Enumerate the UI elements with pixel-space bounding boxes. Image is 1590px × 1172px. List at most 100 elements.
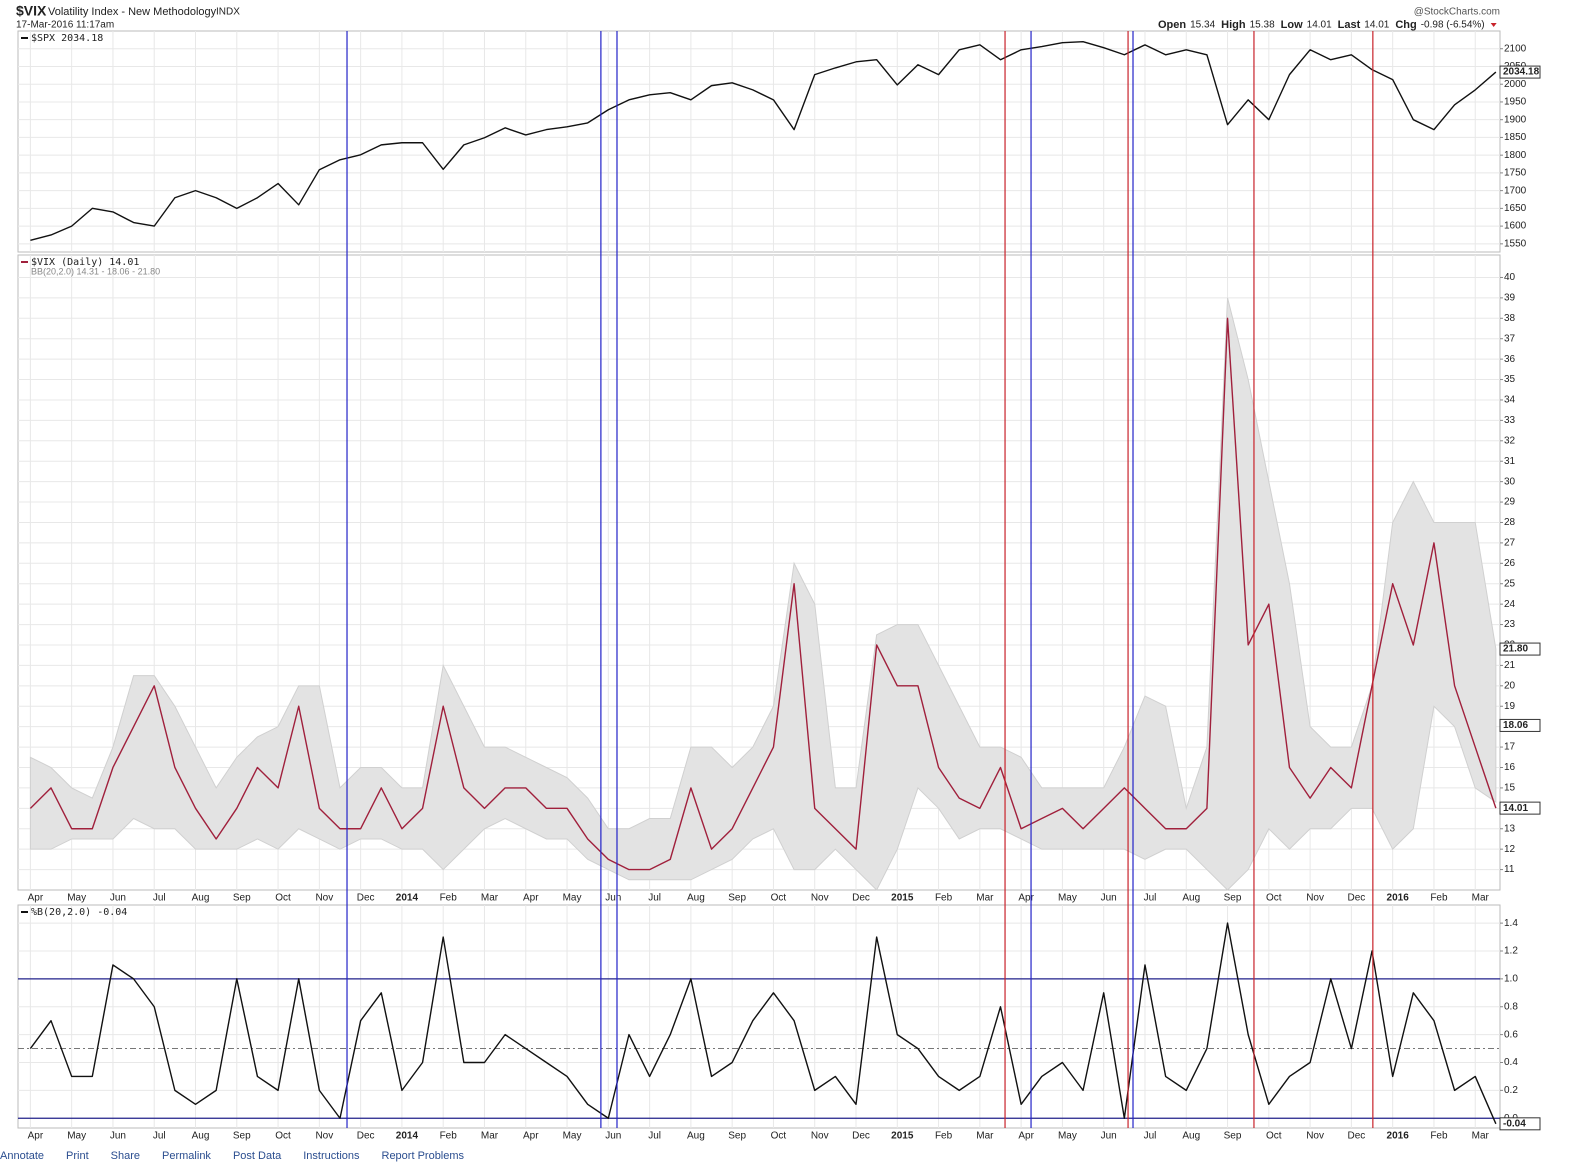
y-tick-label: 1550 bbox=[1504, 238, 1527, 249]
series-line bbox=[30, 40, 1497, 241]
y-tick-label: 21 bbox=[1504, 660, 1516, 671]
toolbar: Annotate Print Share Permalink Post Data Inst… bbox=[0, 1150, 1590, 1172]
panel-frame bbox=[17, 904, 1501, 1129]
x-tick-label: Sep bbox=[233, 1131, 251, 1142]
y-tick-label: 13 bbox=[1504, 823, 1516, 834]
x-tick-label: Apr bbox=[28, 893, 44, 904]
x-tick-label: Sep bbox=[233, 893, 251, 904]
x-tick-label: Dec bbox=[357, 893, 375, 904]
y-tick-label: 26 bbox=[1504, 558, 1516, 569]
x-tick-label: Sep bbox=[1224, 1131, 1242, 1142]
last-value-label: 18.06 bbox=[1503, 720, 1528, 731]
y-tick-label: 24 bbox=[1504, 599, 1516, 610]
quote-value: -0.98 (-6.54%) bbox=[1421, 20, 1485, 31]
x-tick-label: Dec bbox=[852, 1131, 870, 1142]
y-tick-label: 31 bbox=[1504, 456, 1516, 467]
y-tick-label: 0.2 bbox=[1504, 1085, 1518, 1096]
x-tick-label: Mar bbox=[1472, 893, 1490, 904]
y-tick-label: 33 bbox=[1504, 415, 1516, 426]
x-tick-label: Jun bbox=[605, 1131, 621, 1142]
x-tick-label: Jul bbox=[648, 1131, 661, 1142]
x-tick-label: Aug bbox=[687, 1131, 705, 1142]
x-tick-label: Jul bbox=[153, 893, 166, 904]
y-tick-label: 30 bbox=[1504, 476, 1516, 487]
quote-label: Open bbox=[1158, 19, 1186, 31]
y-tick-label: 29 bbox=[1504, 497, 1516, 508]
y-tick-label: 1950 bbox=[1504, 97, 1527, 108]
x-tick-label: Dec bbox=[852, 893, 870, 904]
x-tick-label: Jun bbox=[1101, 1131, 1117, 1142]
toolbar-button[interactable]: Report Problems bbox=[381, 1150, 465, 1162]
x-tick-label: Mar bbox=[976, 1131, 994, 1142]
y-tick-label: 35 bbox=[1504, 374, 1516, 385]
x-tick-label: Nov bbox=[811, 1131, 829, 1142]
y-tick-label: 16 bbox=[1504, 762, 1516, 773]
y-tick-label: 37 bbox=[1504, 333, 1516, 344]
y-tick-label: 1.2 bbox=[1504, 946, 1518, 957]
y-tick-label: 1.0 bbox=[1504, 974, 1518, 985]
x-tick-label: Sep bbox=[728, 1131, 746, 1142]
x-tick-label: Mar bbox=[481, 893, 499, 904]
quote-value: 14.01 bbox=[1307, 20, 1332, 31]
x-tick-label: Apr bbox=[28, 1131, 44, 1142]
x-tick-label: May bbox=[67, 1131, 86, 1142]
x-tick-label: Jul bbox=[648, 893, 661, 904]
toolbar-button[interactable]: Post Data bbox=[232, 1150, 282, 1162]
last-value-label: 21.80 bbox=[1503, 644, 1528, 655]
x-tick-label: Apr bbox=[1018, 1131, 1034, 1142]
y-tick-label: 12 bbox=[1504, 844, 1516, 855]
x-tick-label: Dec bbox=[357, 1131, 375, 1142]
y-tick-label: 25 bbox=[1504, 578, 1516, 589]
last-value-box bbox=[1499, 642, 1541, 656]
y-tick-label: 2100 bbox=[1504, 43, 1527, 54]
y-tick-label: 11 bbox=[1504, 864, 1515, 875]
toolbar-button[interactable]: Annotate bbox=[0, 1150, 45, 1162]
y-tick-label: 1900 bbox=[1504, 114, 1527, 125]
y-tick-label: 23 bbox=[1504, 619, 1516, 630]
toolbar-button[interactable]: Instructions bbox=[303, 1150, 360, 1162]
y-tick-label: 28 bbox=[1504, 517, 1516, 528]
x-tick-label: Feb bbox=[440, 893, 458, 904]
x-tick-label: 2014 bbox=[396, 1131, 419, 1142]
series-line bbox=[29, 317, 1497, 871]
y-tick-label: 0.4 bbox=[1504, 1057, 1518, 1068]
quote-label: Chg bbox=[1395, 19, 1416, 31]
x-tick-label: Oct bbox=[275, 1131, 291, 1142]
quote-value: 14.01 bbox=[1364, 20, 1389, 31]
legend-subtitle: BB(20,2.0) 14.31 - 18.06 - 21.80 bbox=[31, 266, 160, 276]
y-tick-label: 32 bbox=[1504, 435, 1516, 446]
last-value-box bbox=[1499, 65, 1541, 79]
toolbar-button[interactable]: Share bbox=[110, 1150, 141, 1162]
x-tick-label: Mar bbox=[481, 1131, 499, 1142]
legend-title: $VIX (Daily) 14.01 bbox=[31, 257, 139, 268]
x-tick-label: Nov bbox=[315, 1131, 333, 1142]
quote-label: High bbox=[1221, 19, 1246, 31]
last-value-label: 14.01 bbox=[1503, 803, 1528, 814]
x-tick-label: Aug bbox=[192, 893, 210, 904]
x-tick-label: 2014 bbox=[396, 893, 419, 904]
y-tick-label: 39 bbox=[1504, 293, 1516, 304]
y-tick-label: 27 bbox=[1504, 538, 1516, 549]
x-tick-label: Aug bbox=[1182, 1131, 1200, 1142]
x-tick-label: Feb bbox=[935, 893, 953, 904]
toolbar-button[interactable]: Permalink bbox=[162, 1150, 211, 1162]
chart: $VIX Volatility Index - New Methodology … bbox=[16, 2, 1541, 1142]
quote-label: Low bbox=[1281, 19, 1303, 31]
x-tick-label: 2015 bbox=[891, 893, 914, 904]
x-tick-label: Feb bbox=[1430, 1131, 1448, 1142]
x-tick-label: May bbox=[1058, 1131, 1077, 1142]
x-tick-label: Dec bbox=[1347, 1131, 1365, 1142]
y-tick-label: 2000 bbox=[1504, 79, 1527, 90]
y-tick-label: 1850 bbox=[1504, 132, 1527, 143]
x-tick-label: Oct bbox=[771, 893, 787, 904]
x-tick-label: Mar bbox=[1472, 1131, 1490, 1142]
y-tick-label: 1750 bbox=[1504, 168, 1527, 179]
y-tick-label: 0.8 bbox=[1504, 1001, 1518, 1012]
y-tick-label: 40 bbox=[1504, 272, 1516, 283]
symbol: $VIX bbox=[16, 3, 47, 19]
y-tick-label: 17 bbox=[1504, 742, 1516, 753]
x-tick-label: May bbox=[1058, 893, 1077, 904]
toolbar-button[interactable]: Print bbox=[66, 1150, 89, 1162]
last-value-box bbox=[1499, 1117, 1541, 1131]
